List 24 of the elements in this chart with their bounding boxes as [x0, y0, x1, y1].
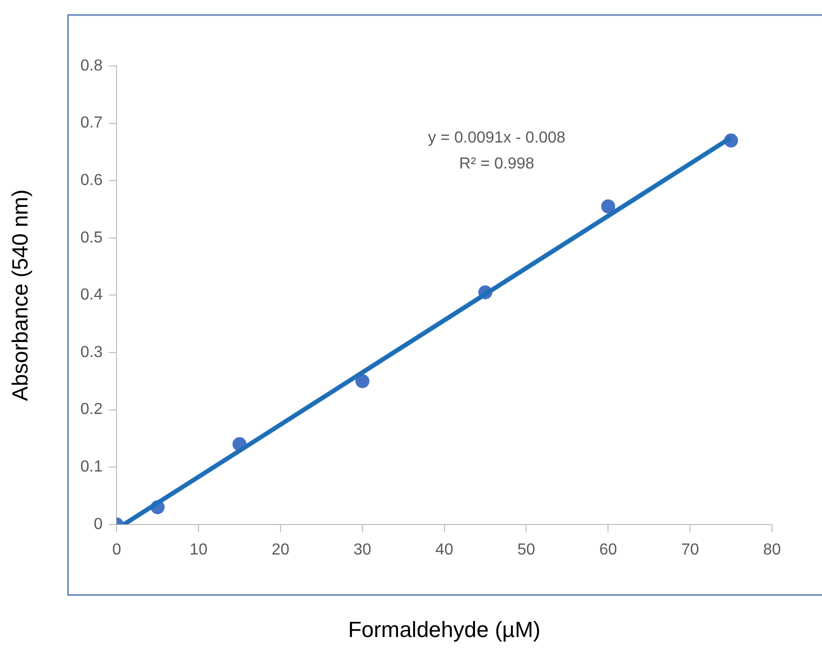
- x-tick-label: 0: [112, 541, 122, 558]
- x-tick-label: 50: [517, 541, 536, 558]
- y-tick-label: 0.7: [80, 114, 103, 132]
- y-tick-label: 0.2: [80, 401, 103, 418]
- point: [355, 374, 370, 388]
- x-tick-label: 80: [763, 541, 781, 558]
- x-axis-title: Formaldehyde (µM): [348, 616, 541, 642]
- point: [601, 199, 616, 214]
- x-tick-label: 60: [599, 541, 618, 558]
- y-tick-label: 0: [94, 516, 103, 533]
- y-tick-label: 0.5: [80, 229, 103, 246]
- x-tick-label: 70: [681, 541, 700, 558]
- annotation: R² = 0.998: [459, 155, 534, 172]
- x-tick-label: 30: [354, 541, 372, 558]
- x-tick-label: 40: [435, 541, 454, 558]
- y-axis-title: Absorbance (540 nm): [7, 189, 32, 401]
- y-tick-label: 0.4: [80, 286, 103, 304]
- y-tick-label: 0.1: [80, 458, 103, 476]
- y-tick-label: 0.6: [80, 172, 103, 190]
- x-tick-label: 20: [272, 541, 290, 558]
- x-tick-label: 10: [190, 541, 208, 558]
- annotation: y = 0.0091x - 0.008: [428, 129, 566, 146]
- y-tick-label: 0.8: [80, 57, 103, 74]
- y-tick-label: 0.3: [80, 344, 103, 361]
